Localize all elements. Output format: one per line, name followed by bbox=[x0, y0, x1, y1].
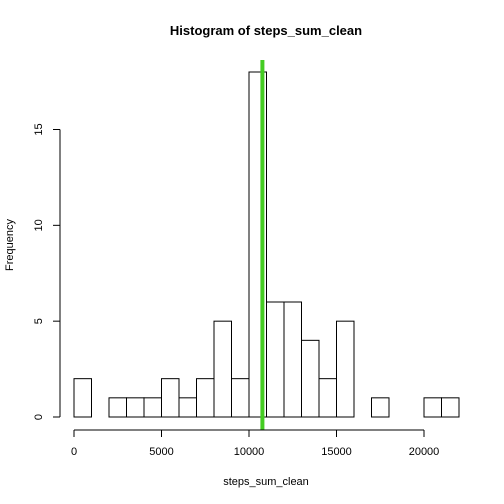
x-axis-label: steps_sum_clean bbox=[223, 476, 309, 488]
y-axis: 0 5 10 15 bbox=[33, 123, 61, 420]
histogram-bar bbox=[126, 397, 145, 418]
histogram-bar bbox=[143, 397, 162, 418]
histogram-bar bbox=[213, 320, 232, 418]
histogram-bar bbox=[441, 397, 460, 418]
x-tick-label: 0 bbox=[71, 446, 77, 458]
chart-title: Histogram of steps_sum_clean bbox=[170, 23, 362, 38]
y-axis-label: Frequency bbox=[4, 219, 16, 271]
x-tick-label: 5000 bbox=[149, 446, 173, 458]
histogram-bar bbox=[301, 339, 320, 418]
histogram-bar bbox=[318, 378, 337, 418]
y-tick-label: 0 bbox=[33, 414, 45, 420]
x-axis: 0 5000 10000 15000 20000 bbox=[71, 429, 440, 458]
histogram-bar bbox=[231, 378, 250, 418]
histogram-bar bbox=[161, 378, 180, 418]
y-tick-label: 15 bbox=[33, 123, 45, 135]
histogram-bar bbox=[178, 397, 197, 418]
bars-group bbox=[73, 71, 460, 418]
histogram-bar bbox=[108, 397, 127, 418]
y-tick-label: 10 bbox=[33, 219, 45, 231]
y-tick-label: 5 bbox=[33, 318, 45, 324]
histogram-bar bbox=[266, 301, 285, 418]
histogram-bar bbox=[196, 378, 215, 418]
histogram-bar bbox=[73, 378, 92, 418]
histogram-bar bbox=[283, 301, 302, 418]
histogram-bar bbox=[371, 397, 390, 418]
x-tick-label: 15000 bbox=[321, 446, 352, 458]
x-tick-label: 20000 bbox=[409, 446, 440, 458]
histogram-bar bbox=[423, 397, 442, 418]
x-tick-label: 10000 bbox=[234, 446, 265, 458]
histogram-bar bbox=[336, 320, 355, 418]
